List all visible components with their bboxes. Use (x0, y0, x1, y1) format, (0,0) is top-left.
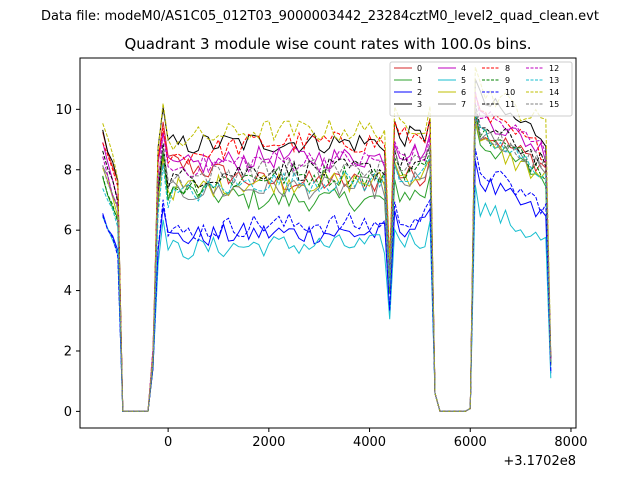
legend-label-15: 15 (549, 100, 559, 109)
series-line-1 (102, 121, 552, 412)
series-line-6 (102, 121, 552, 412)
series-line-10 (102, 148, 552, 412)
legend-label-11: 11 (505, 100, 515, 109)
legend-label-5: 5 (461, 76, 466, 85)
chart-title: Quadrant 3 module wise count rates with … (124, 35, 531, 53)
legend-label-3: 3 (417, 100, 422, 109)
y-tick-label: 8 (64, 163, 72, 178)
legend-label-10: 10 (505, 88, 515, 97)
axes-frame (79, 57, 577, 429)
y-tick-label: 4 (64, 284, 72, 299)
y-axis: 0 2 4 6 8 10 (55, 103, 80, 420)
x-tick-label: 8000 (554, 435, 587, 450)
legend-label-4: 4 (461, 64, 466, 73)
series-line-9 (102, 112, 552, 412)
series-line-13 (102, 115, 552, 412)
legend-label-8: 8 (505, 64, 510, 73)
legend-label-7: 7 (461, 100, 466, 109)
series-line-14 (102, 66, 552, 412)
series-line-0 (102, 109, 552, 412)
series-line-11 (102, 103, 552, 412)
x-tick-label: 6000 (454, 435, 487, 450)
x-tick-label: 0 (164, 435, 172, 450)
legend-label-14: 14 (549, 88, 559, 97)
x-offset-label: +3.1702e8 (503, 454, 576, 469)
series-line-5 (102, 184, 552, 412)
legend-box (389, 61, 573, 117)
x-tick-label: 4000 (353, 435, 386, 450)
series-line-4 (102, 94, 552, 412)
series-line-8 (102, 94, 552, 412)
y-tick-label: 6 (64, 224, 72, 239)
legend-label-9: 9 (505, 76, 510, 85)
series-line-12 (102, 91, 552, 412)
x-tick-label: 2000 (252, 435, 285, 450)
series-line-15 (102, 106, 552, 412)
legend-label-1: 1 (417, 76, 422, 85)
series-line-7 (102, 115, 552, 412)
y-tick-label: 0 (64, 405, 72, 420)
legend-label-0: 0 (417, 64, 422, 73)
legend-label-13: 13 (549, 76, 559, 85)
legend-label-12: 12 (549, 64, 559, 73)
legend-label-6: 6 (461, 88, 466, 97)
x-axis: 0 2000 4000 6000 8000 (164, 428, 588, 450)
plot-area (102, 66, 552, 412)
y-tick-label: 2 (64, 344, 72, 359)
y-tick-label: 10 (55, 103, 72, 118)
series-line-2 (102, 160, 552, 412)
suptitle: Data file: modeM0/AS1C05_012T03_90000034… (41, 9, 599, 24)
legend-label-2: 2 (417, 88, 422, 97)
